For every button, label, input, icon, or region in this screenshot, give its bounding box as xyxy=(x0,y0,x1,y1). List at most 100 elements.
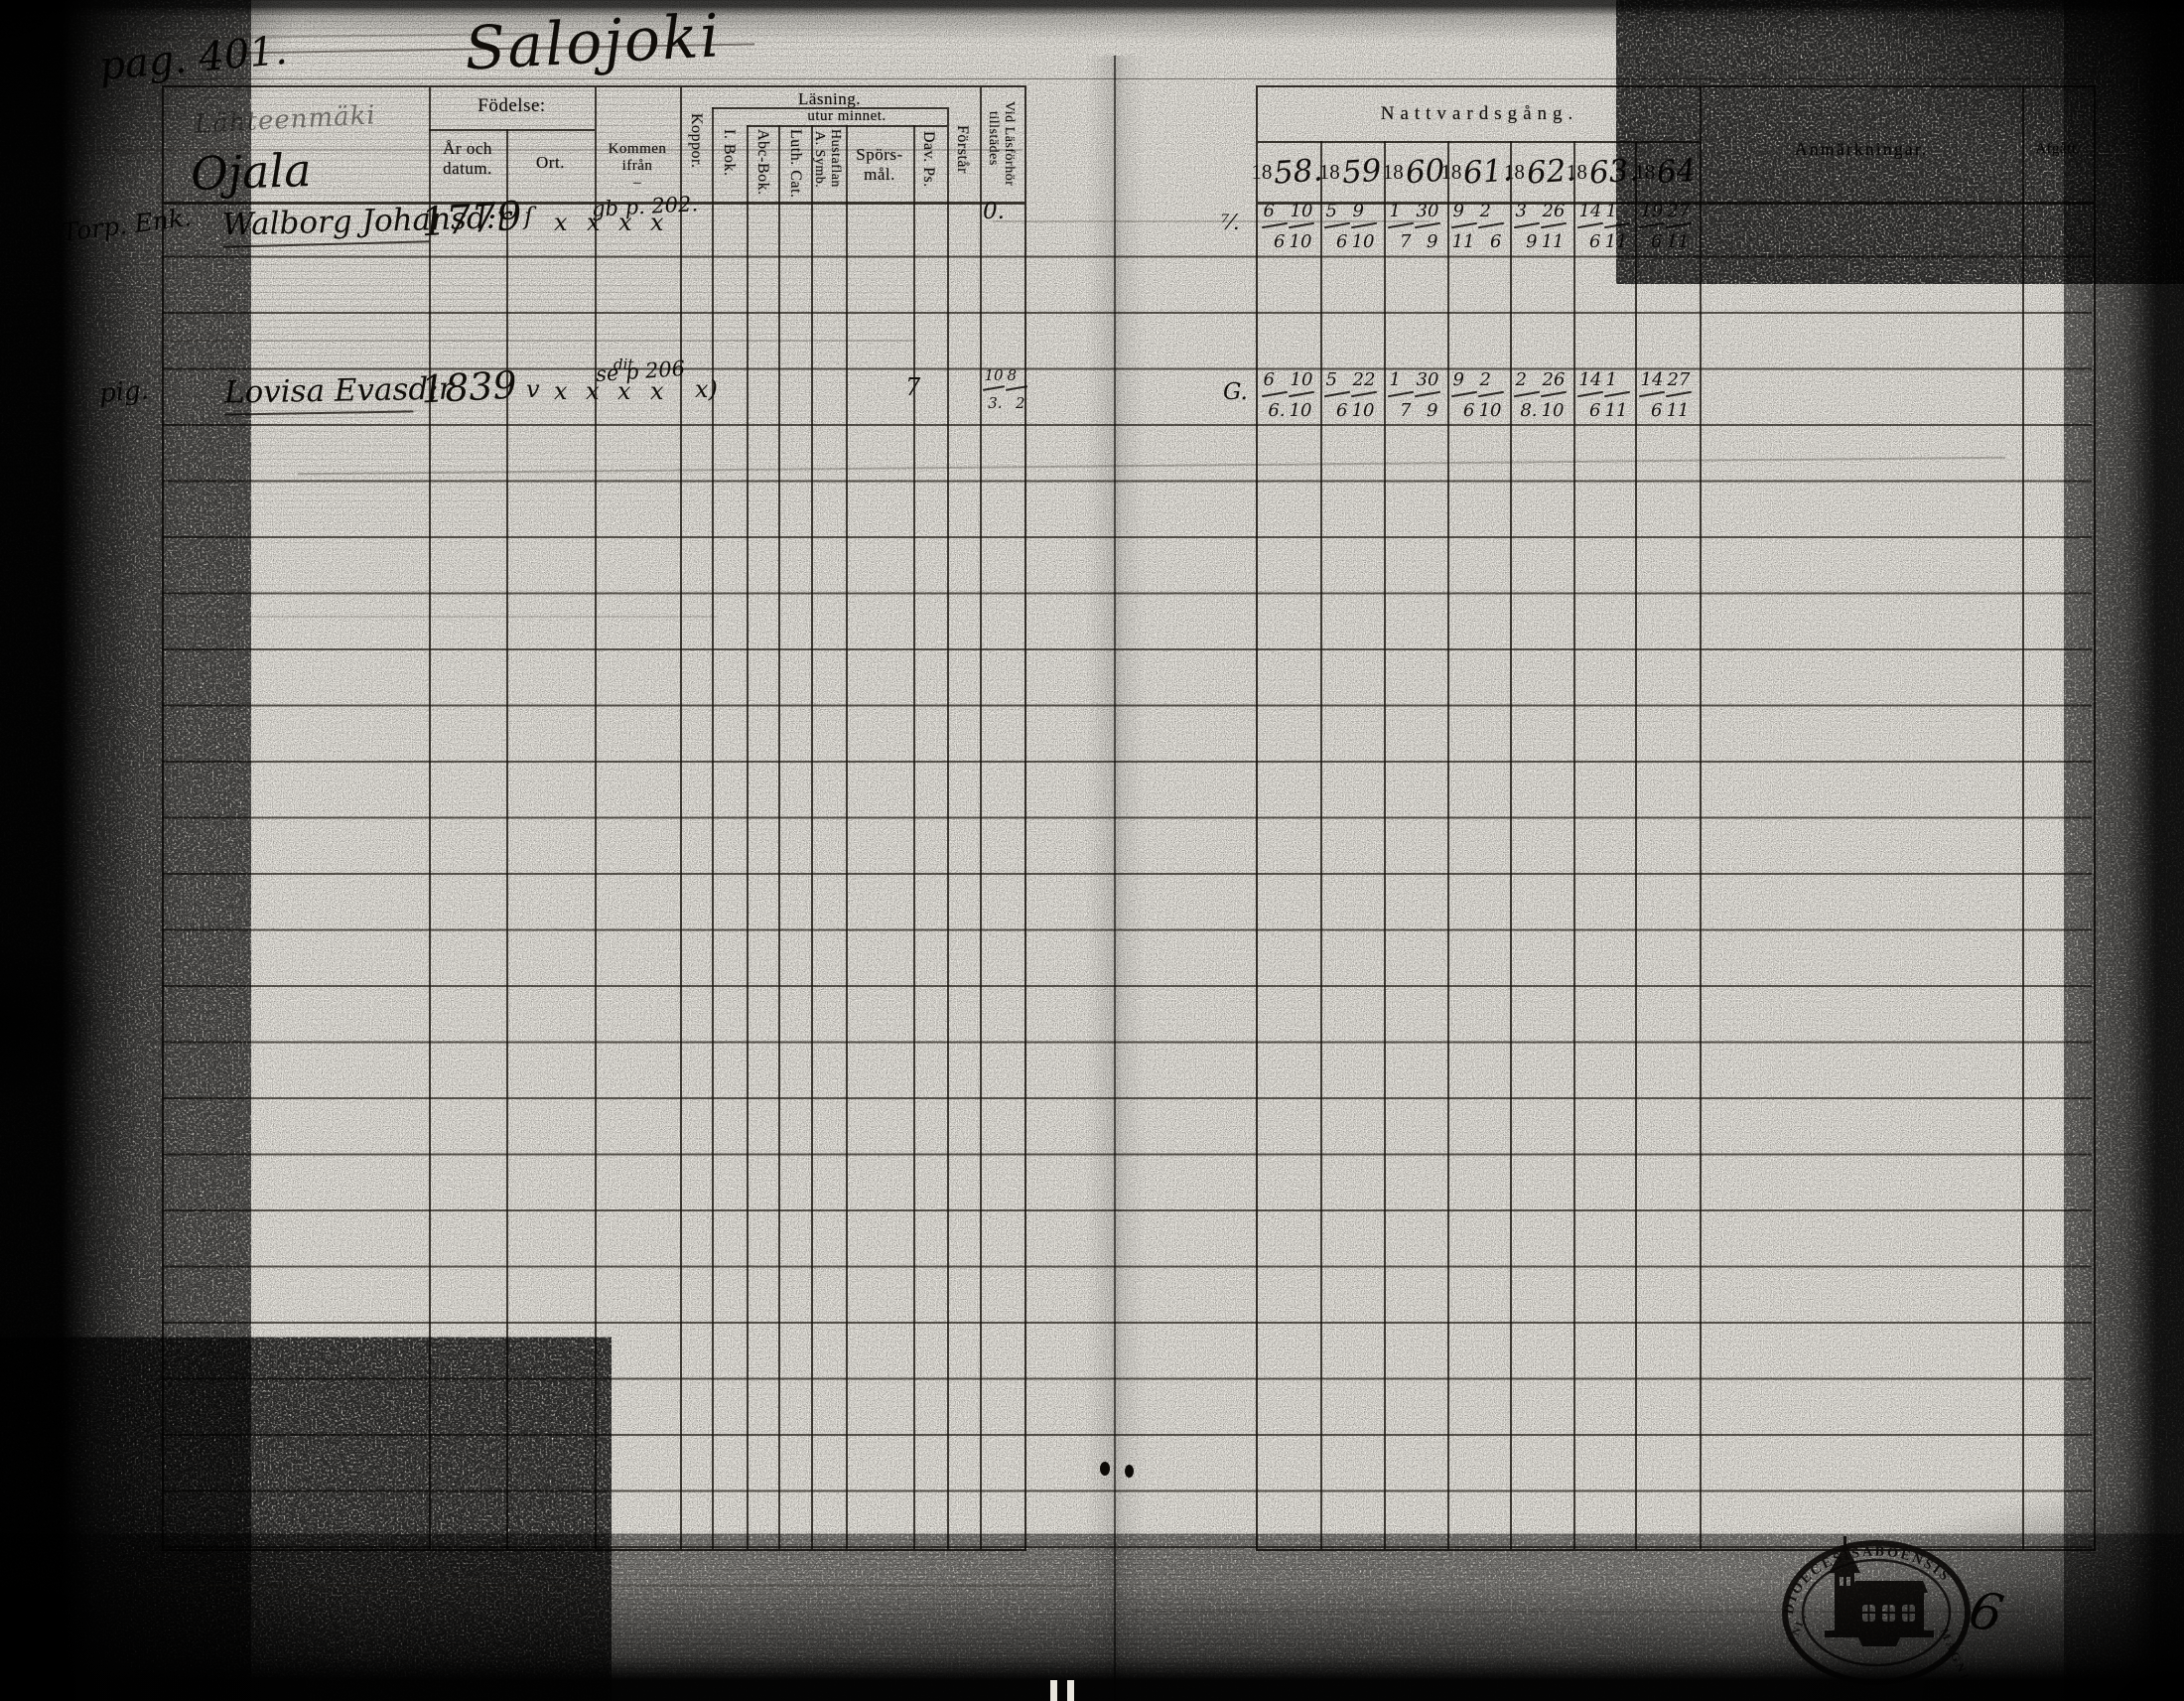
communion-dates-1861: 9 6 2 10 xyxy=(1452,369,1502,421)
scan-artifact xyxy=(1050,1680,1057,1701)
grid-line xyxy=(506,129,508,1549)
communion-dates-1863: 14 6 1 11 xyxy=(1578,369,1628,421)
communion-dates-1860: 1 7 30 9 xyxy=(1389,369,1439,421)
header-anmarkningar: Anmärkningar. xyxy=(1794,139,1929,159)
grid-line xyxy=(2022,87,2024,1549)
year-column-header: 18 63. xyxy=(1567,145,1640,199)
grid-line xyxy=(1320,141,1322,1549)
header-utur-minnet: utur minnet. xyxy=(807,108,887,124)
header-koppor: Koppor. xyxy=(688,113,705,169)
grid-line xyxy=(1447,141,1449,1549)
koppor-mark: ſ xyxy=(524,203,533,230)
grid-line xyxy=(1700,87,1702,1549)
grid-line xyxy=(913,125,915,1549)
year-hand: 63. xyxy=(1587,152,1640,192)
gutter-mark: G. xyxy=(1223,379,1248,405)
entry-birth-year: 1839 xyxy=(419,362,518,412)
year-hand: 58. xyxy=(1273,152,1324,192)
communion-dates-1859: 5 6 22 10 xyxy=(1325,369,1376,421)
entry-name: Lovisa Evasd:r xyxy=(223,371,454,416)
header-ort: Ort. xyxy=(536,153,565,172)
ink-dot xyxy=(1125,1465,1134,1478)
reading-mark-abc-bok: x xyxy=(587,209,601,236)
header-vid-lasforhor-2: tillstädes xyxy=(986,111,1001,166)
grid-line xyxy=(680,87,682,1549)
gutter-mark: ⁷⁄. xyxy=(1221,211,1240,234)
scan-artifact xyxy=(139,1585,1092,1587)
year-column-header: 18 62. xyxy=(1504,145,1577,199)
grid-line xyxy=(712,107,714,1549)
header-sporsmal: Spörs- mål. xyxy=(856,145,903,184)
year-hand: 60 xyxy=(1404,152,1446,192)
reading-mark-abc-bok: x xyxy=(586,377,600,405)
reading-mark-luth-cat: x xyxy=(617,377,631,405)
header-fodelse: Födelse: xyxy=(478,95,546,116)
fold-line xyxy=(1114,56,1116,1701)
grid-line xyxy=(747,125,749,1549)
reading-mark-sporsmal: x) xyxy=(695,375,718,403)
village-title: Salojoki xyxy=(463,1,724,84)
year-column-header: 18 64 xyxy=(1633,145,1698,199)
ink-dot xyxy=(1100,1462,1110,1476)
grid-line xyxy=(980,87,982,1549)
grid-line xyxy=(811,125,813,1549)
header-nattvardsgang: Nattvardsgång. xyxy=(1380,103,1579,124)
entry-name: Walborg Johansd:r xyxy=(221,200,511,248)
year-printed: 18 xyxy=(1440,159,1462,184)
header-hustaflan: Hustaflan xyxy=(828,129,843,188)
grid-line xyxy=(1384,141,1386,1549)
header-a-symb: A. Symb. xyxy=(812,131,827,189)
diocese-stamp: DIOECESISABOENSIS MAGNI FNL. xyxy=(1782,1536,1974,1685)
grid-line xyxy=(1258,141,1702,143)
grid-line xyxy=(846,125,848,1549)
header-lasning: Läsning. xyxy=(797,89,862,108)
grid-line xyxy=(1573,141,1575,1549)
grid-line xyxy=(429,129,595,131)
year-printed: 18 xyxy=(1634,159,1656,184)
communion-dates-1862: 3 9 26 11 xyxy=(1515,201,1566,252)
year-printed: 18 xyxy=(1382,159,1404,184)
communion-dates-1864: 14 6 27 11 xyxy=(1640,369,1691,421)
koppor-mark: v xyxy=(526,375,540,403)
communion-dates-1863: 14 6 1 11 xyxy=(1578,201,1628,252)
right-page-table: Nattvardsgång. Anmärkningar. Afgått. xyxy=(1256,85,2096,1551)
header-vid-lasforhor: Vid Läsförhör xyxy=(1002,101,1017,187)
communion-dates-1862: 2 8. 26 10 xyxy=(1515,369,1566,421)
grid-line xyxy=(429,87,431,1549)
communion-dates-1864: 19 6 27 11 xyxy=(1640,201,1691,252)
header-abc-bok: Abc-Bok. xyxy=(754,129,771,196)
year-printed: 18 xyxy=(1251,159,1273,184)
year-column-header: 18 59 xyxy=(1318,145,1383,199)
communion-dates-1860: 1 7 30 9 xyxy=(1389,201,1439,252)
grid-line xyxy=(1635,141,1637,1549)
year-column-header: 18 61. xyxy=(1440,145,1514,199)
reading-mark-a-symb: x xyxy=(650,209,664,236)
header-kommen-ifran: Kommen ifrån – xyxy=(608,141,667,191)
communion-dates-1858: 6 6. 10 10 xyxy=(1263,369,1313,421)
header-forstar: Förstår xyxy=(954,125,971,174)
year-printed: 18 xyxy=(1503,159,1525,184)
year-hand: 64 xyxy=(1656,152,1698,192)
reading-mark-i-bok: x xyxy=(554,377,568,405)
grid-line xyxy=(778,125,780,1549)
header-dav-ps: Dav. Ps. xyxy=(920,131,937,188)
grid-line xyxy=(1510,141,1512,1549)
page-number: pag. 401. xyxy=(97,27,290,90)
year-printed: 18 xyxy=(1566,159,1587,184)
year-hand: 59 xyxy=(1340,152,1383,192)
grid-line xyxy=(947,107,949,1549)
reading-mark-luth-cat: x xyxy=(618,209,632,236)
reading-note: dit xyxy=(614,355,634,373)
year-printed: 18 xyxy=(1318,159,1340,184)
communion-dates-1858: 6 6 10 10 xyxy=(1263,201,1313,252)
reading-mark-a-symb: x xyxy=(650,377,664,405)
grid-line xyxy=(162,78,2092,79)
scan-artifact xyxy=(1067,1680,1074,1701)
entry-margin-note: pig. xyxy=(98,375,150,409)
communion-dates-1861: 9 11 2 6 xyxy=(1451,201,1502,252)
entry-birth-year: 1779 xyxy=(419,193,524,246)
vid-lasforhor-dates: 10 3. 8 2 xyxy=(984,366,1025,412)
year-column-header: 18 60 xyxy=(1382,145,1446,199)
header-i-bok: I. Bok. xyxy=(721,129,738,177)
